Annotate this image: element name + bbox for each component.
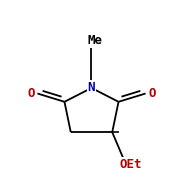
Text: N: N (88, 82, 95, 94)
Text: OEt: OEt (120, 158, 142, 171)
Text: O: O (27, 87, 35, 100)
Text: O: O (148, 87, 156, 100)
Text: Me: Me (88, 34, 103, 47)
